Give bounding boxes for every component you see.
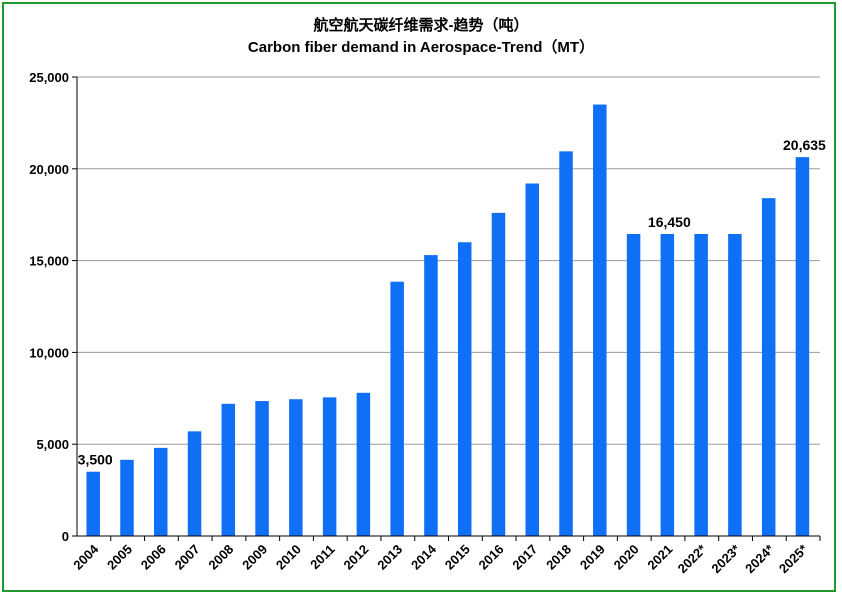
bar-2016 <box>491 212 506 536</box>
axes <box>72 76 821 541</box>
bar-2018 <box>559 151 573 536</box>
x-tick-label: 2007 <box>172 542 203 573</box>
bar-2025e <box>795 157 810 536</box>
bar-2015 <box>457 242 472 537</box>
bar-2011 <box>322 397 337 536</box>
chart-subtitle: Carbon fiber demand in Aerospace-Trend（M… <box>248 38 594 56</box>
y-tick-label: 0 <box>62 529 69 544</box>
x-tick-label: 2011 <box>307 542 338 573</box>
x-tick-label: 2005 <box>104 542 135 573</box>
x-tick-label: 2008 <box>205 542 236 573</box>
x-tick-label: 2014 <box>408 541 440 573</box>
bars <box>86 104 810 537</box>
bar-2021 <box>660 233 675 536</box>
y-tick-label: 25,000 <box>29 70 69 85</box>
bar-2017 <box>525 183 540 536</box>
bar-2008 <box>221 403 236 536</box>
data-label: 16,450 <box>648 214 691 230</box>
x-tick-label: 2012 <box>340 542 371 573</box>
x-tick-label: 2010 <box>273 542 304 573</box>
bar-2013 <box>390 281 404 536</box>
x-tick-label: 2015 <box>442 542 473 573</box>
bar-2019 <box>593 104 607 536</box>
bar-2004 <box>86 471 100 536</box>
bar-2005 <box>120 459 134 536</box>
x-tick-label: 2019 <box>577 542 608 573</box>
x-tick-label: 2009 <box>239 542 270 573</box>
bar-chart: 航空航天碳纤维需求-趋势（吨） Carbon fiber demand in A… <box>29 16 826 576</box>
bar-2014 <box>424 255 438 537</box>
x-tick-label: 2025* <box>776 541 811 576</box>
x-tick-label: 2006 <box>138 542 169 573</box>
x-tick-label: 2018 <box>543 542 574 573</box>
x-tick-label: 2016 <box>476 542 507 573</box>
bar-2010 <box>289 399 303 536</box>
data-label: 20,635 <box>783 137 826 153</box>
chart-title: 航空航天碳纤维需求-趋势（吨） <box>314 16 529 34</box>
gridlines <box>77 76 820 445</box>
bar-2009 <box>255 401 269 536</box>
x-tick-label: 2020 <box>611 542 642 573</box>
bar-2024e <box>761 198 776 536</box>
x-tick-label: 2022* <box>675 541 710 576</box>
bar-2020 <box>626 233 641 536</box>
x-tick-label: 2023* <box>708 541 743 576</box>
x-tick-label: 2021 <box>644 542 675 573</box>
x-tick-label: 2017 <box>509 542 540 573</box>
data-label: 3,500 <box>78 452 113 468</box>
bar-2007 <box>187 431 202 536</box>
y-tick-label: 20,000 <box>29 162 69 177</box>
bar-2023e <box>728 233 742 536</box>
x-tick-label: 2013 <box>374 542 405 573</box>
bar-2022e <box>694 233 708 536</box>
x-tick-label: 2024* <box>742 541 777 576</box>
y-tick-label: 15,000 <box>29 254 69 269</box>
chart-frame: 航空航天碳纤维需求-趋势（吨） Carbon fiber demand in A… <box>2 2 836 592</box>
x-tick-label: 2004 <box>70 541 102 573</box>
bar-2006 <box>154 447 168 536</box>
y-tick-label: 5,000 <box>36 437 69 452</box>
y-tick-label: 10,000 <box>29 345 69 360</box>
bar-2012 <box>356 392 371 536</box>
